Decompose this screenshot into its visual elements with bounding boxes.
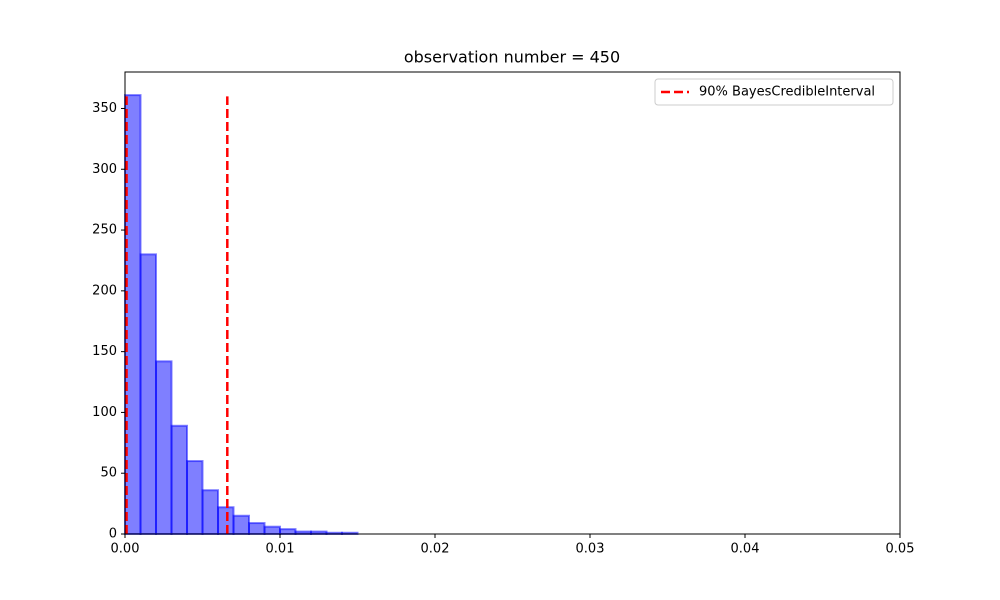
x-tick-label: 0.01 bbox=[266, 542, 295, 557]
bar bbox=[155, 360, 173, 535]
y-tick-label: 150 bbox=[92, 344, 117, 359]
x-tick-label: 0.03 bbox=[576, 542, 605, 557]
bar bbox=[248, 522, 266, 536]
bar bbox=[217, 506, 235, 535]
bar bbox=[263, 525, 281, 535]
legend-box bbox=[654, 78, 894, 106]
bar bbox=[279, 528, 297, 535]
y-tick-label: 350 bbox=[92, 101, 117, 116]
bar bbox=[139, 253, 157, 536]
axes-frame bbox=[124, 71, 901, 535]
bar bbox=[170, 424, 188, 535]
x-tick-label: 0.02 bbox=[421, 542, 450, 557]
y-tick-label: 250 bbox=[92, 223, 117, 238]
bar bbox=[186, 460, 204, 536]
x-tick-label: 0.00 bbox=[111, 542, 140, 557]
y-tick-label: 200 bbox=[92, 283, 117, 298]
x-tick-label: 0.05 bbox=[886, 542, 915, 557]
y-tick-label: 50 bbox=[100, 466, 117, 481]
bar bbox=[201, 489, 219, 535]
y-tick-label: 0 bbox=[109, 527, 117, 542]
chart-title: observation number = 450 bbox=[404, 48, 620, 67]
y-tick-label: 300 bbox=[92, 162, 117, 177]
legend-label: 90% BayesCredibleInterval bbox=[699, 85, 875, 100]
x-tick-label: 0.04 bbox=[731, 542, 760, 557]
bar bbox=[232, 514, 250, 536]
y-tick-label: 100 bbox=[92, 405, 117, 420]
